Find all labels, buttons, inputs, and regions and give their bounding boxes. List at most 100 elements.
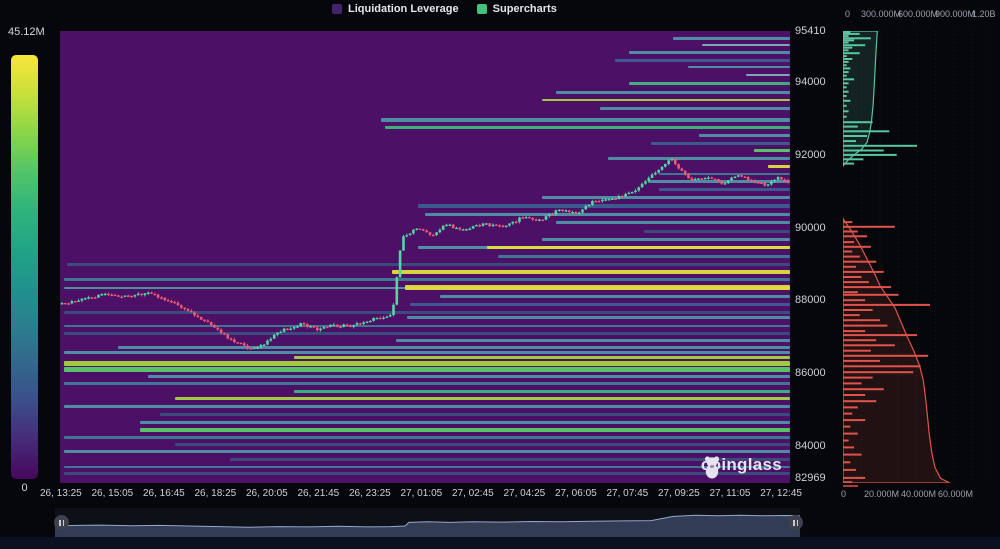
price-axis-label: 82969 [795,472,826,484]
liquidation-level-line [541,99,790,101]
liquidation-level-line [644,229,790,233]
depth-axis-label: 20.000M [864,489,900,499]
price-axis-label: 88000 [795,294,826,307]
liquidation-level-line [600,106,790,110]
color-scale-bar [11,55,38,479]
liquidation-level-line [63,310,790,314]
liquidation-level-line [768,164,790,168]
depth-axis-label: 1.20B [972,9,996,19]
depth-axis-label: 60.000M [938,489,974,499]
depth-axis-label: 0 [841,489,847,499]
liquidation-level-line [63,465,790,468]
liquidation-level-line [63,332,790,336]
liquidation-level-line [556,220,790,224]
liquidation-level-line [175,397,790,401]
price-axis-label: 94000 [795,76,826,89]
liquidation-level-line [498,254,790,258]
liquidation-level-line [425,212,790,216]
time-axis-label: 26, 18:25 [194,488,237,499]
liquidation-level-line [658,173,790,175]
liquidation-level-line [67,262,790,266]
liquidation-level-line [541,195,790,199]
time-axis-label: 27, 09:25 [658,488,700,499]
colorbar-max-label: 45.12M [8,26,45,38]
depth-axis-label: 0 [845,9,851,19]
liquidation-level-line [63,278,790,282]
liquidation-level-line [140,427,790,432]
liquidation-level-line [607,156,790,160]
supercharts-swatch-icon [476,4,487,14]
liquidation-levels-layer [60,31,790,483]
liquidation-level-line [63,472,790,476]
time-axis-label: 26, 20:05 [246,488,288,499]
time-axis-label: 27, 01:05 [400,488,443,499]
depth-axis-label: 600.000M [898,9,939,19]
legend-label: Liquidation Leverage [348,3,459,15]
liquidation-level-line [392,270,790,274]
navigator-minimap-chart [55,514,800,538]
liquidation-level-line [63,361,790,367]
time-axis-label: 27, 04:25 [503,488,546,499]
legend-item-liquidation-leverage[interactable]: Liquidation Leverage [332,3,459,15]
liquidation-level-line [293,356,790,360]
liquidation-level-line [487,245,790,249]
price-candles-layer [60,158,790,350]
price-axis-label: 84000 [795,439,826,452]
liquidation-leverage-swatch-icon [332,4,342,14]
liquidity-depth-panel[interactable] [842,30,991,484]
liquidation-heatmap-canvas[interactable]: coinglass [60,31,790,483]
depth-axis-label: 40.000M [901,489,937,499]
coinglass-watermark: coinglass [700,455,782,479]
navigator-right-handle[interactable] [788,515,803,530]
liquidation-level-line [63,450,790,454]
depth-axis-label: 900.000M [935,9,976,19]
liquidation-level-line [556,90,790,94]
liquidation-level-line [63,367,790,373]
liquidation-level-line [63,405,790,409]
liquidation-level-line [651,141,790,145]
liquidation-level-line [439,295,790,299]
liquidation-level-line [118,346,790,350]
price-axis-label: 95410 [795,25,826,37]
depth-axis-zero-marker [843,485,858,487]
liquidation-level-line [753,148,790,152]
time-axis-label: 27, 12:45 [760,488,802,499]
time-axis-label: 26, 13:25 [40,488,82,499]
liquidation-level-line [673,36,790,40]
coinglass-wordmark: coinglass [700,455,782,474]
liquidation-level-line [384,125,790,129]
liquidation-level-line [541,237,790,241]
liquidation-level-line [746,74,790,76]
timeline-navigator[interactable] [54,508,803,538]
liquidation-level-line [629,50,790,54]
time-axis: 26, 13:25 26, 15:05 26, 16:45 26, 18:25 26, … [40,488,802,499]
liquidation-level-line [293,390,790,394]
liquidation-level-line [410,303,790,307]
price-axis-label: 92000 [795,148,826,161]
time-axis-label: 26, 21:45 [297,488,340,499]
liquidation-level-line [147,375,790,379]
time-axis-label: 26, 23:25 [349,488,391,499]
liquidation-level-line [417,204,790,208]
liquidation-level-line [658,187,790,191]
time-axis-label: 27, 06:05 [555,488,597,499]
liquidation-level-line [614,58,790,62]
bottom-bar [0,537,1000,549]
liquidation-level-line [175,443,790,447]
legend-item-supercharts[interactable]: Supercharts [476,3,557,15]
liquidation-level-line [230,458,790,462]
depth-axis-label: 300.000M [861,9,902,19]
price-axis-label: 90000 [795,221,826,234]
liquidation-level-line [629,81,790,85]
navigator-left-handle[interactable] [54,515,69,530]
colorbar-min-label: 0 [21,482,28,494]
liquidation-level-line [140,421,790,425]
time-axis-label: 27, 07:45 [606,488,649,499]
liquidation-level-line [702,44,790,46]
coinglass-logo-icon [704,456,719,479]
liquidation-level-line [395,339,790,343]
liquidation-level-line [405,285,790,291]
price-axis-label: 86000 [795,366,826,379]
liquidation-level-line [381,118,790,122]
